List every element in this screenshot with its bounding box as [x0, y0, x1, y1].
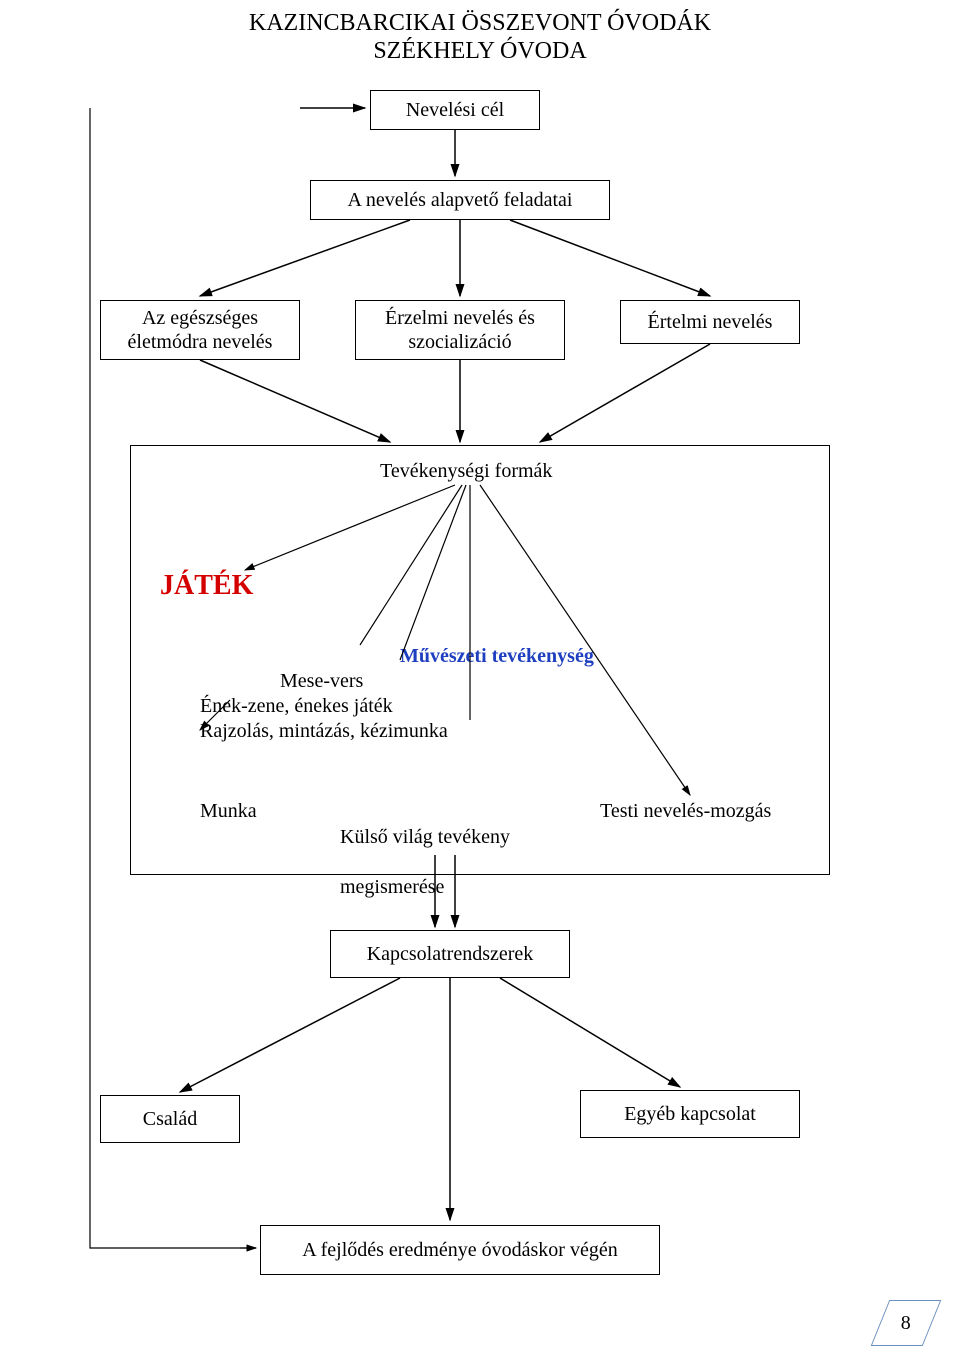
node-egyeb: Egyéb kapcsolat: [580, 1090, 800, 1138]
node-egeszseges-l1: Az egészséges: [142, 306, 258, 330]
header-line2: SZÉKHELY ÓVODA: [0, 38, 960, 65]
label-kulso-l1: Külső világ tevékeny: [340, 826, 510, 848]
node-kapcsolatrendszerek: Kapcsolatrendszerek: [330, 930, 570, 978]
node-alapveto-feladatai: A nevelés alapvető feladatai: [310, 180, 610, 220]
node-ertelmi: Értelmi nevelés: [620, 300, 800, 344]
node-fejlodes: A fejlődés eredménye óvodáskor végén: [260, 1225, 660, 1275]
node-egeszseges-l2: életmódra nevelés: [128, 330, 273, 354]
node-nevelesi-cel: Nevelési cél: [370, 90, 540, 130]
node-erzelmi: Érzelmi nevelés és szocializáció: [355, 300, 565, 360]
label-rajz: Rajzolás, mintázás, kézimunka: [200, 720, 448, 743]
label-munka: Munka: [200, 800, 257, 823]
node-erzelmi-l1: Érzelmi nevelés és: [385, 306, 535, 330]
label-kulso-l2: megismerése: [340, 876, 444, 898]
label-muveszeti: Művészeti tevékenység: [400, 645, 594, 668]
label-testi: Testi nevelés-mozgás: [600, 800, 771, 823]
label-jatek: JÁTÉK: [160, 570, 253, 602]
label-tevekenysegi-formak: Tevékenységi formák: [380, 460, 552, 483]
label-kulso: Külső világ tevékeny megismerése: [330, 800, 510, 900]
label-mese: Mese-vers: [240, 670, 363, 693]
node-erzelmi-l2: szocializáció: [408, 330, 511, 354]
header-line1: KAZINCBARCIKAI ÖSSZEVONT ÓVODÁK: [0, 10, 960, 37]
page-number: 8: [901, 1312, 911, 1335]
node-csalad: Család: [100, 1095, 240, 1143]
label-enek: Ének-zene, énekes játék: [200, 695, 393, 718]
page-number-corner: 8: [871, 1300, 942, 1346]
node-egeszseges: Az egészséges életmódra nevelés: [100, 300, 300, 360]
